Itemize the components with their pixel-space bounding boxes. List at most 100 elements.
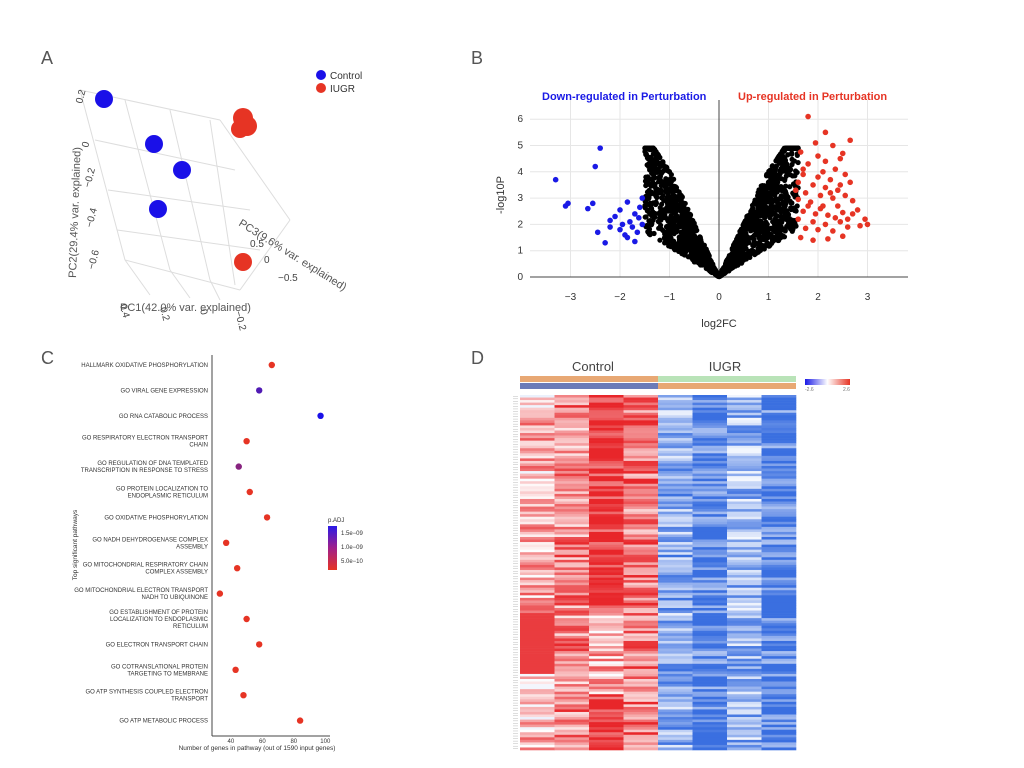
heatmap-cell <box>554 539 590 543</box>
heatmap-cell <box>554 554 590 558</box>
heatmap-cell <box>658 585 693 589</box>
heatmap-cell <box>727 455 762 459</box>
heatmap-cell <box>520 597 555 601</box>
heatmap-cell <box>554 405 590 408</box>
pathway-point <box>243 615 250 623</box>
heatmap-cell <box>589 625 624 629</box>
heatmap-cell <box>727 706 762 710</box>
heatmap-cell <box>554 572 590 576</box>
heatmap-cell <box>589 473 624 477</box>
heatmap-cell <box>623 744 659 748</box>
panel-b-letter: B <box>471 48 484 68</box>
heatmap-cell <box>520 443 555 447</box>
heatmap-cell <box>554 476 590 479</box>
heatmap-cell <box>589 468 624 472</box>
volcano-point-neutral <box>731 262 737 268</box>
heatmap-cell <box>761 585 797 589</box>
pathway-x-tick: 60 <box>259 739 266 745</box>
heatmap-cell <box>520 684 555 687</box>
pca-z-tick: 0 <box>264 255 270 266</box>
heatmap-cell <box>554 714 590 718</box>
heatmap-cell <box>692 689 728 692</box>
heatmap-cell <box>554 602 590 606</box>
heatmap-cell <box>554 673 590 677</box>
volcano-point-neutral <box>667 236 673 242</box>
heatmap-cell <box>520 544 555 548</box>
pca-points <box>95 90 257 271</box>
heatmap-cell <box>692 496 728 500</box>
heatmap-cell <box>692 524 728 528</box>
heatmap-cell <box>727 666 762 670</box>
heatmap-cell <box>554 739 590 743</box>
heatmap-cell <box>658 486 693 490</box>
heatmap-cell <box>589 491 624 495</box>
volcano-point-neutral <box>645 162 651 168</box>
heatmap-cell <box>554 564 590 568</box>
heatmap-cell <box>589 663 624 667</box>
heatmap-cell <box>658 511 693 515</box>
heatmap-cell <box>658 658 693 662</box>
volcano-point-up <box>847 137 853 144</box>
volcano-point-neutral <box>671 188 678 194</box>
heatmap-cell <box>520 455 555 459</box>
heatmap-cell <box>589 724 624 728</box>
heatmap-cell <box>589 585 624 589</box>
pathway-y-axis-label: Top significant pathways <box>72 509 79 580</box>
heatmap-cell <box>520 481 555 485</box>
heatmap-cell <box>761 443 797 447</box>
heatmap-cell <box>554 676 590 680</box>
heatmap-cell <box>761 544 797 548</box>
volcano-point-neutral <box>646 145 652 152</box>
volcano-point-neutral <box>772 192 778 198</box>
heatmap-cell <box>520 608 555 611</box>
heatmap-cell <box>589 709 624 713</box>
heatmap-cell <box>554 443 590 447</box>
volcano-point-up <box>795 196 801 203</box>
heatmap-cell <box>589 539 624 543</box>
volcano-point-neutral <box>651 200 657 206</box>
volcano-point-up <box>795 179 801 186</box>
heatmap-cell <box>623 739 659 743</box>
heatmap-cell <box>554 719 590 723</box>
volcano-point-neutral <box>692 258 698 265</box>
heatmap-cell <box>589 498 624 502</box>
volcano-point-neutral <box>738 247 744 253</box>
heatmap-cell <box>692 717 728 720</box>
heatmap-cell <box>520 562 555 566</box>
heatmap-cell <box>520 519 555 523</box>
heatmap-cell <box>520 602 555 606</box>
heatmap-cell <box>761 592 797 596</box>
volcano-point-neutral <box>658 222 664 228</box>
heatmap-cell <box>520 590 555 594</box>
heatmap-cell <box>623 455 659 459</box>
heatmap-cell <box>692 397 728 401</box>
heatmap-cell <box>761 656 797 660</box>
volcano-point-neutral <box>655 152 661 158</box>
heatmap-cell <box>623 709 659 713</box>
heatmap-cell <box>623 417 659 421</box>
heatmap-cell <box>658 397 693 401</box>
heatmap-cell <box>727 476 762 479</box>
heatmap-cell <box>589 686 624 690</box>
heatmap-cell <box>554 491 590 495</box>
heatmap-cell <box>589 676 624 680</box>
volcano-point-up <box>837 155 844 162</box>
heatmap-cell <box>692 744 728 748</box>
heatmap-cell <box>589 717 624 720</box>
volcano-point-up <box>800 208 806 215</box>
heatmap-cell <box>589 537 624 540</box>
heatmap-cell <box>727 671 762 675</box>
heatmap-cell <box>554 575 590 578</box>
pathway-point <box>240 692 247 699</box>
heatmap-cell <box>623 445 659 449</box>
pathway-label: CHAIN <box>189 443 208 449</box>
heatmap-cell <box>554 744 590 748</box>
heatmap-cell <box>692 597 728 601</box>
heatmap-cell <box>520 468 555 472</box>
pathway-label: GO ESTABLISHMENT OF PROTEIN <box>109 610 208 616</box>
pathway-label: GO ELECTRON TRANSPORT CHAIN <box>106 642 208 648</box>
heatmap-cell <box>623 701 659 705</box>
pathway-label: GO MITOCHONDRIAL RESPIRATORY CHAIN <box>83 563 208 569</box>
heatmap-cell <box>761 724 797 728</box>
heatmap-cell <box>554 448 590 452</box>
